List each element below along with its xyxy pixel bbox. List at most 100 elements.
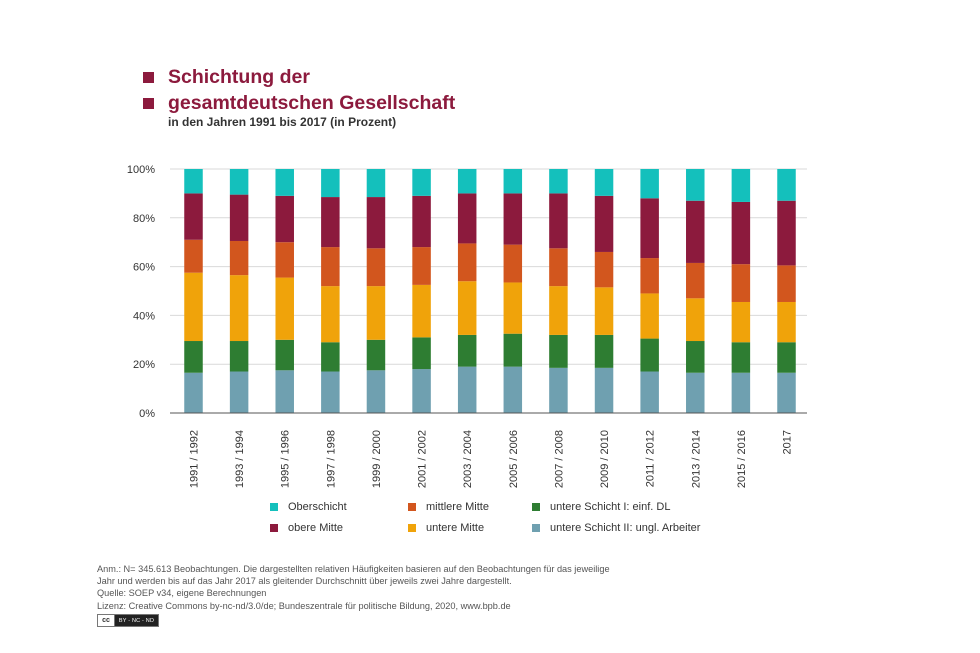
bar-segment bbox=[412, 169, 431, 196]
bar-segment bbox=[184, 341, 203, 373]
legend-label: untere Schicht II: ungl. Arbeiter bbox=[550, 522, 701, 534]
bar-segment bbox=[503, 282, 523, 334]
bar-segment bbox=[777, 372, 796, 413]
legend-swatch bbox=[270, 503, 278, 511]
bar-segment bbox=[594, 251, 614, 288]
bar-segment bbox=[275, 169, 294, 196]
bar-segment bbox=[731, 301, 751, 343]
bar-segment bbox=[503, 169, 523, 194]
y-tick-label: 60% bbox=[133, 262, 155, 274]
bar-segment bbox=[686, 169, 705, 201]
note-anm-line-2: Jahr und werden bis auf das Jahr 2017 al… bbox=[97, 576, 512, 587]
bar-segment bbox=[777, 265, 796, 302]
x-tick-label: 2015 / 2016 bbox=[736, 430, 748, 488]
cc-license-badge: cc BY - NC - ND bbox=[97, 614, 159, 627]
legend-swatch bbox=[270, 524, 278, 532]
x-tick-label: 1999 / 2000 bbox=[371, 430, 383, 488]
legend-swatch bbox=[408, 524, 416, 532]
bar-segment bbox=[640, 169, 659, 199]
chart-notes: Anm.: N= 345.613 Beobachtungen. Die darg… bbox=[97, 563, 610, 612]
bar-segment bbox=[229, 169, 249, 195]
bar-segment bbox=[366, 197, 386, 249]
bar-segment bbox=[686, 262, 705, 299]
bar-segment bbox=[777, 200, 796, 266]
chart-title: Schichtung der gesamtdeutschen Gesellsch… bbox=[143, 64, 455, 116]
bar-segment bbox=[457, 243, 477, 282]
bar-segment bbox=[184, 169, 203, 194]
legend-item-untere-mitte: untere Mitte bbox=[408, 522, 484, 534]
bar-segment bbox=[366, 169, 386, 198]
bar-segment bbox=[731, 201, 751, 265]
bar-segment bbox=[229, 275, 249, 342]
legend-item-untere-schicht-2: untere Schicht II: ungl. Arbeiter bbox=[532, 522, 700, 534]
bar-segment bbox=[457, 169, 477, 194]
bar-segment bbox=[503, 366, 523, 413]
bar-segment bbox=[366, 370, 386, 413]
y-tick-label: 40% bbox=[133, 310, 155, 322]
bar-segment bbox=[366, 339, 386, 371]
bar-segment bbox=[366, 248, 386, 287]
bar-segment bbox=[229, 371, 249, 413]
bar-segment bbox=[184, 193, 203, 240]
x-tick-label: 2007 / 2008 bbox=[553, 430, 565, 488]
bar-segment bbox=[640, 371, 659, 413]
bar-segment bbox=[275, 277, 294, 340]
x-tick-label: 2003 / 2004 bbox=[462, 430, 474, 488]
bar-segment bbox=[549, 169, 568, 194]
bar-segment bbox=[503, 244, 523, 283]
title-text-1: Schichtung der bbox=[168, 65, 310, 88]
bar-segment bbox=[184, 239, 203, 273]
bar-segment bbox=[412, 195, 431, 248]
x-tick-label: 2017 bbox=[782, 430, 794, 454]
bar-segment bbox=[640, 258, 659, 294]
bar-segment bbox=[412, 247, 431, 285]
bar-segment bbox=[457, 281, 477, 335]
note-quelle: Quelle: SOEP v34, eigene Berechnungen bbox=[97, 588, 267, 599]
chart-subtitle: in den Jahren 1991 bis 2017 (in Prozent) bbox=[168, 115, 397, 129]
bar-segment bbox=[321, 247, 340, 287]
bar-segment bbox=[412, 337, 431, 370]
bar-segment bbox=[275, 242, 294, 278]
x-tick-label: 2009 / 2010 bbox=[599, 430, 611, 488]
bar-segment bbox=[412, 284, 431, 338]
bar-segment bbox=[731, 342, 751, 373]
x-tick-label: 1997 / 1998 bbox=[325, 430, 337, 488]
bar-segment bbox=[594, 287, 614, 335]
legend-swatch bbox=[532, 503, 540, 511]
bar-segment bbox=[549, 248, 568, 287]
y-tick-label: 80% bbox=[133, 213, 155, 225]
bar-segment bbox=[321, 197, 340, 248]
bar-segment bbox=[640, 293, 659, 339]
bar-segment bbox=[229, 341, 249, 372]
x-tick-label: 2013 / 2014 bbox=[690, 430, 702, 488]
bar-segment bbox=[594, 334, 614, 368]
title-line-1: Schichtung der bbox=[143, 64, 455, 90]
bar-segment bbox=[686, 372, 705, 413]
bar-segment bbox=[503, 193, 523, 245]
legend-item-mittlere-mitte: mittlere Mitte bbox=[408, 501, 489, 513]
bar-segment bbox=[731, 169, 751, 202]
title-bullet-square bbox=[143, 71, 154, 83]
bar-segment bbox=[184, 372, 203, 413]
bar-segment bbox=[731, 264, 751, 302]
bar-segment bbox=[549, 367, 568, 413]
bar-segment bbox=[457, 193, 477, 244]
bar-segment bbox=[229, 194, 249, 241]
title-bullet-square bbox=[143, 97, 154, 109]
bar-segment bbox=[275, 370, 294, 413]
bar-segment bbox=[229, 240, 249, 276]
x-tick-label: 2001 / 2002 bbox=[417, 430, 429, 488]
title-text-2: gesamtdeutschen Gesellschaft bbox=[168, 91, 456, 114]
legend-swatch bbox=[532, 524, 540, 532]
bar-segment bbox=[412, 369, 431, 413]
note-lizenz: Lizenz: Creative Commons by-nc-nd/3.0/de… bbox=[97, 600, 511, 611]
x-tick-label: 1995 / 1996 bbox=[280, 430, 292, 488]
bar-segment bbox=[275, 339, 294, 371]
bar-segment bbox=[503, 333, 523, 367]
bar-segment bbox=[686, 341, 705, 373]
legend-label: untere Schicht I: einf. DL bbox=[550, 501, 671, 513]
bar-segment bbox=[321, 169, 340, 198]
bar-segment bbox=[777, 342, 796, 373]
bar-segment bbox=[549, 193, 568, 249]
